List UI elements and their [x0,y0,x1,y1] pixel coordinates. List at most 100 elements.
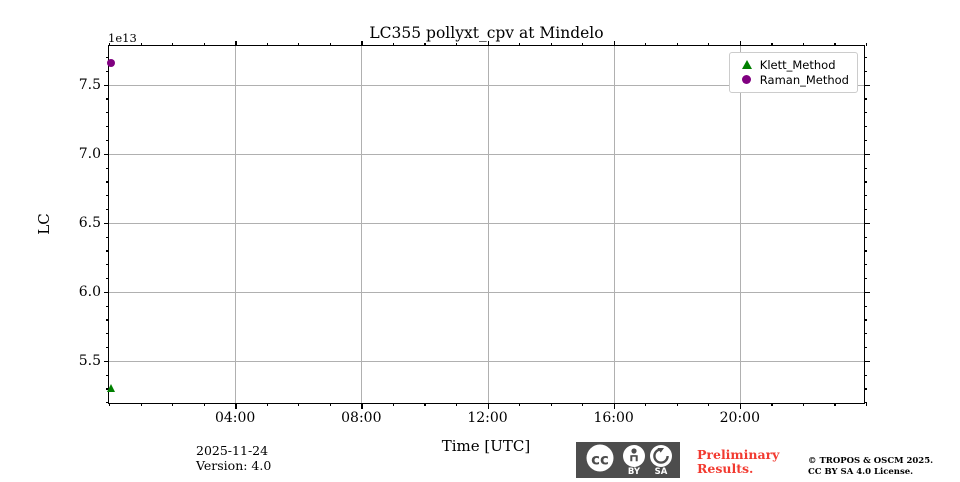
y-axis-minor-tick [864,126,868,128]
y-axis-minor-tick [105,277,109,280]
y-axis-tick [103,153,109,156]
cc-badge-sa-label: SA [655,467,668,477]
y-axis-minor-tick [864,250,868,252]
y-axis-minor-tick [864,70,868,73]
x-axis-minor-tick [266,403,268,407]
x-axis-minor-tick [519,403,521,407]
y-axis-minor-tick [105,98,109,100]
y-axis-minor-tick [105,57,109,59]
y-axis-tick [864,291,870,294]
x-axis-minor-tick [866,403,868,407]
gridline-vertical [487,46,489,403]
y-axis-minor-tick [864,57,868,59]
y-axis-minor-tick [864,208,868,211]
x-axis-minor-tick [298,42,300,46]
y-axis-minor-tick [864,112,868,114]
x-axis-tick-label: 16:00 [593,410,634,426]
x-axis-minor-tick [203,403,205,407]
legend-label-klett: Klett_Method [759,57,836,72]
x-axis-tick [739,40,742,46]
y-axis-minor-tick [864,388,868,390]
gridline-horizontal [109,84,864,86]
x-axis-minor-tick [519,42,521,46]
x-axis-minor-tick [708,42,710,46]
y-axis-tick-label: 7.0 [78,145,101,162]
x-axis-minor-tick [802,42,805,46]
x-axis-minor-tick [266,42,268,46]
legend-item-klett[interactable]: Klett_Method [736,57,849,72]
preliminary-results-note: Preliminary Results. [697,448,779,476]
y-axis-minor-tick [105,305,109,307]
gridline-horizontal [109,291,864,293]
cc-by-sa-badge: cc BY SA [576,442,680,478]
chart-legend[interactable]: Klett_Method Raman_Method [728,52,858,93]
gridline-vertical [613,46,615,403]
x-axis-minor-tick [645,42,647,46]
x-axis-minor-tick [424,403,426,407]
x-axis-minor-tick [172,42,174,46]
x-axis-minor-tick [329,403,331,407]
x-axis-minor-tick [140,42,142,46]
x-axis-minor-tick [172,403,174,407]
y-axis-minor-tick [105,333,109,335]
y-axis-offset-text: 1e13 [108,31,137,45]
y-axis-tick-label: 7.5 [78,76,101,93]
x-axis-minor-tick [109,42,111,46]
x-axis-minor-tick [550,42,552,46]
footer-version-text: Version: 4.0 [196,458,272,473]
copyright-note: © TROPOS & OSCM 2025. CC BY SA 4.0 Licen… [808,456,933,478]
y-axis-tick [103,222,109,225]
legend-item-raman[interactable]: Raman_Method [736,72,849,87]
y-axis-minor-tick [105,347,109,349]
cc-badge-by-label: BY [628,467,641,477]
y-axis-tick [103,84,109,87]
y-axis-minor-tick [105,70,109,73]
x-axis-minor-tick [834,42,836,46]
y-axis-tick [864,153,870,156]
y-axis-title: LC [35,213,53,235]
x-axis-minor-tick [582,42,584,46]
x-axis-minor-tick [866,42,868,46]
data-point-raman_method [106,59,115,68]
y-axis-minor-tick [864,347,868,349]
y-axis-minor-tick [864,195,868,197]
y-axis-tick-label: 6.5 [78,214,101,231]
x-axis-minor-tick [676,403,678,407]
y-axis-minor-tick [864,181,868,183]
footer-date-text: 2025-11-24 [196,443,269,458]
x-axis-minor-tick [298,403,300,407]
y-axis-minor-tick [105,181,109,183]
gridline-horizontal [109,153,864,155]
y-axis-minor-tick [864,139,868,142]
y-axis-minor-tick [864,333,868,335]
x-axis-minor-tick [834,403,836,407]
x-axis-minor-tick [771,42,773,46]
y-axis-minor-tick [864,98,868,100]
y-axis-tick [103,291,109,294]
x-axis-tick [361,40,363,46]
legend-label-raman: Raman_Method [759,72,849,87]
x-axis-tick [235,40,237,46]
y-axis-minor-tick [105,195,109,197]
x-axis-tick [487,403,489,409]
y-axis-tick [864,84,870,87]
triangle-icon [736,60,758,69]
y-axis-minor-tick [864,305,868,307]
x-axis-minor-tick [140,403,142,407]
x-axis-minor-tick [203,42,205,46]
x-axis-minor-tick [392,42,395,46]
x-axis-tick [487,40,489,46]
y-axis-tick [864,222,870,225]
y-axis-minor-tick [864,277,868,280]
y-axis-minor-tick [105,139,109,142]
y-axis-tick-label: 6.0 [78,283,101,300]
x-axis-minor-tick [329,42,331,46]
x-axis-title: Time [UTC] [441,437,531,455]
preliminary-line-2: Results. [697,461,754,476]
y-axis-minor-tick [105,208,109,211]
gridline-horizontal [109,222,864,224]
plot-area [109,46,864,403]
chart-title: LC355 pollyxt_cpv at Mindelo [369,24,604,42]
y-axis-minor-tick [105,126,109,128]
x-axis-minor-tick [455,42,458,46]
